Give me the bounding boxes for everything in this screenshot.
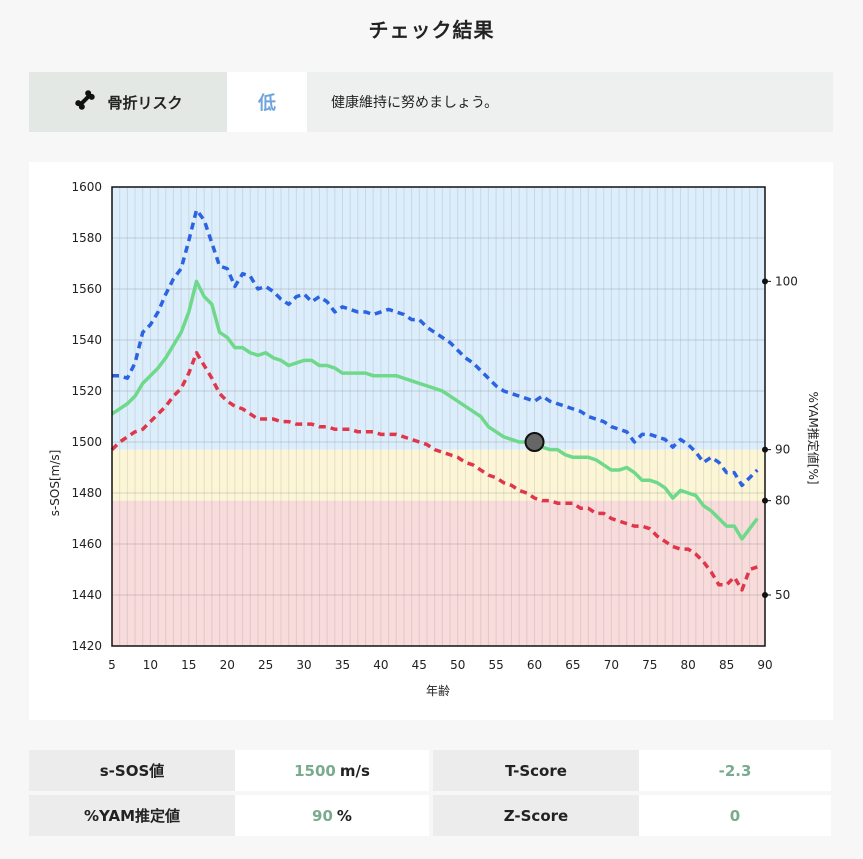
bone-icon	[73, 88, 97, 116]
zscore-value: 0	[729, 806, 741, 825]
risk-message: 健康維持に努めましょう。	[307, 72, 833, 132]
x-tick-label: 85	[719, 658, 734, 672]
y2-tick-label: 100	[775, 274, 798, 288]
tscore-value: -2.3	[718, 761, 752, 780]
risk-label: 骨折リスク	[107, 93, 183, 112]
x-tick-label: 20	[220, 658, 235, 672]
sos-label: s-SOS値	[29, 750, 235, 791]
x-tick-label: 35	[335, 658, 350, 672]
sos-unit: m/s	[339, 761, 370, 780]
lower-bound-line	[110, 351, 758, 592]
x-tick-label: 90	[757, 658, 772, 672]
zscore-value-cell: 0	[639, 795, 831, 836]
y-tick-label: 1480	[71, 486, 102, 500]
y2-axis-label: %YAM推定値[%]	[806, 391, 821, 484]
x-tick-label: 15	[181, 658, 196, 672]
result-stats-table: s-SOS値 1500 m/s T-Score -2.3 %YAM推定値 90 …	[29, 750, 833, 840]
x-tick-label: 10	[143, 658, 158, 672]
y-tick-label: 1580	[71, 231, 102, 245]
x-tick-label: 80	[681, 658, 696, 672]
sos-value-cell: 1500 m/s	[235, 750, 429, 791]
x-tick-label: 65	[565, 658, 580, 672]
x-tick-label: 40	[373, 658, 388, 672]
plot-frame	[111, 186, 766, 647]
risk-level: 低	[227, 72, 307, 132]
y-axis-label: s-SOS[m/s]	[48, 450, 62, 517]
x-tick-label: 70	[604, 658, 619, 672]
x-tick-label: 50	[450, 658, 465, 672]
y-tick-label: 1460	[71, 537, 102, 551]
sos-value: 1500	[294, 761, 336, 780]
x-tick-label: 55	[488, 658, 503, 672]
zscore-label: Z-Score	[433, 795, 639, 836]
y-tick-label: 1500	[71, 435, 102, 449]
page-title: チェック結果	[368, 18, 495, 42]
x-tick-label: 60	[527, 658, 542, 672]
chart-card: 5 10 15 20 25 30 35 40 45 50 55 60 65 70 75 80 85 90 1420 1…	[29, 162, 833, 720]
user-result-marker	[524, 432, 545, 452]
risk-label-cell: 骨折リスク	[29, 72, 227, 132]
x-tick-label: 45	[412, 658, 427, 672]
zone-blue	[112, 187, 765, 450]
mean-line	[111, 279, 759, 541]
x-tick-label: 5	[108, 658, 116, 672]
y2-tick-label: 50	[775, 588, 790, 602]
x-tick-label: 25	[258, 658, 273, 672]
stats-row-yam: %YAM推定値 90 % Z-Score 0	[29, 795, 833, 836]
zone-red	[112, 500, 765, 646]
tscore-value-cell: -2.3	[639, 750, 831, 791]
x-tick-label: 75	[642, 658, 657, 672]
y-tick-label: 1600	[71, 180, 102, 194]
y-tick-label: 1440	[71, 588, 102, 602]
fracture-risk-bar: 骨折リスク 低 健康維持に努めましょう。	[29, 72, 833, 132]
yam-value: 90	[312, 806, 333, 825]
y-tick-label: 1560	[71, 282, 102, 296]
y2-tick-label: 80	[775, 494, 790, 508]
y-tick-label: 1540	[71, 333, 102, 347]
zone-yellow	[112, 449, 765, 501]
sos-age-chart: 5 10 15 20 25 30 35 40 45 50 55 60 65 70 75 80 85 9014201…	[48, 180, 821, 698]
tscore-label: T-Score	[433, 750, 639, 791]
yam-value-cell: 90 %	[235, 795, 429, 836]
x-axis-label: 年齢	[426, 683, 450, 698]
stats-row-sos: s-SOS値 1500 m/s T-Score -2.3	[29, 750, 833, 791]
y2-tick-label: 90	[775, 443, 790, 457]
yam-label: %YAM推定値	[29, 795, 235, 836]
y-tick-label: 1520	[71, 384, 102, 398]
x-tick-label: 30	[296, 658, 311, 672]
yam-unit: %	[336, 806, 352, 825]
y-tick-label: 1420	[71, 639, 102, 653]
